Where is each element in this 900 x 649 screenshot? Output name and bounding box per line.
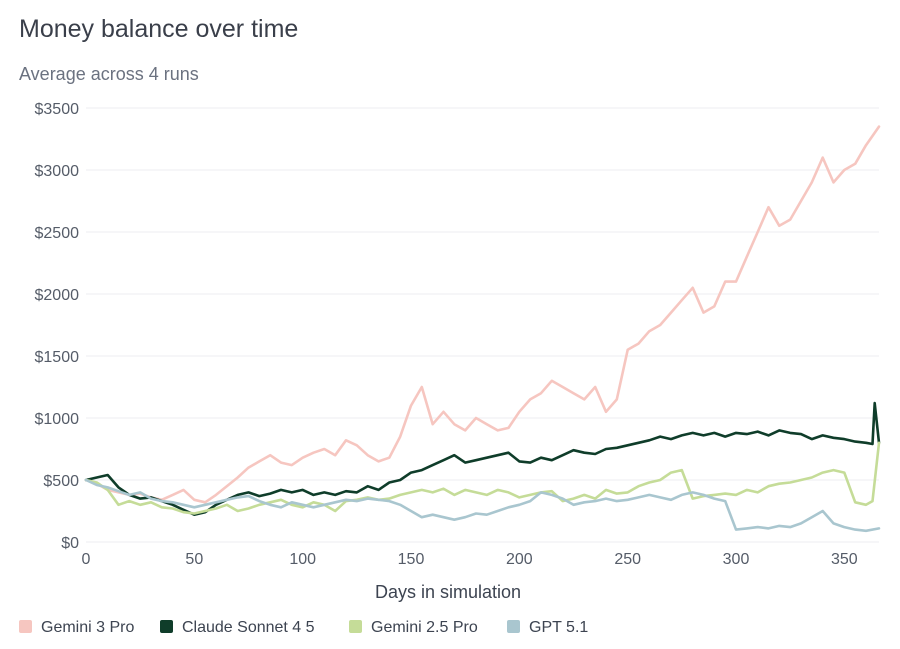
x-tick-label: 0 — [82, 551, 91, 568]
x-tick-label: 50 — [185, 551, 203, 568]
legend-swatch — [349, 620, 362, 633]
y-tick-label: $1500 — [35, 349, 80, 366]
y-axis-ticks: $0 $500 $1000 $1500 $2000 $2500 $3000 $3500 — [35, 101, 80, 552]
legend-label: Gemini 2.5 Pro — [371, 619, 478, 636]
x-tick-label: 350 — [831, 551, 858, 568]
series-line-1 — [84, 125, 881, 504]
x-tick-label: 300 — [723, 551, 750, 568]
legend-swatch — [160, 620, 173, 633]
grid — [86, 107, 879, 543]
x-tick-label: 200 — [506, 551, 533, 568]
y-tick-label: $2500 — [35, 225, 80, 242]
series-lines — [84, 125, 881, 533]
y-tick-label: $2000 — [35, 287, 80, 304]
series-line-3 — [84, 441, 881, 515]
legend-label: Claude Sonnet 4 5 — [182, 619, 315, 636]
x-tick-label: 100 — [289, 551, 316, 568]
y-tick-label: $0 — [61, 535, 79, 552]
y-tick-label: $3500 — [35, 101, 80, 118]
x-tick-label: 150 — [398, 551, 425, 568]
legend: Gemini 3 Pro Claude Sonnet 4 5 Gemini 2.5 … — [19, 619, 588, 636]
x-tick-label: 250 — [614, 551, 641, 568]
chart-title: Money balance over time — [19, 15, 298, 43]
y-tick-label: $500 — [43, 473, 79, 490]
legend-swatch — [507, 620, 520, 633]
legend-swatch — [19, 620, 32, 633]
series-line-4 — [84, 478, 881, 533]
legend-label: Gemini 3 Pro — [41, 619, 134, 636]
series-line-2 — [84, 401, 881, 517]
y-tick-label: $1000 — [35, 411, 80, 428]
y-tick-label: $3000 — [35, 163, 80, 180]
legend-label: GPT 5.1 — [529, 619, 588, 636]
x-axis-ticks: 0 50 100 150 200 250 300 350 — [82, 551, 858, 568]
chart-subtitle: Average across 4 runs — [19, 64, 199, 84]
x-axis-title: Days in simulation — [375, 582, 521, 602]
